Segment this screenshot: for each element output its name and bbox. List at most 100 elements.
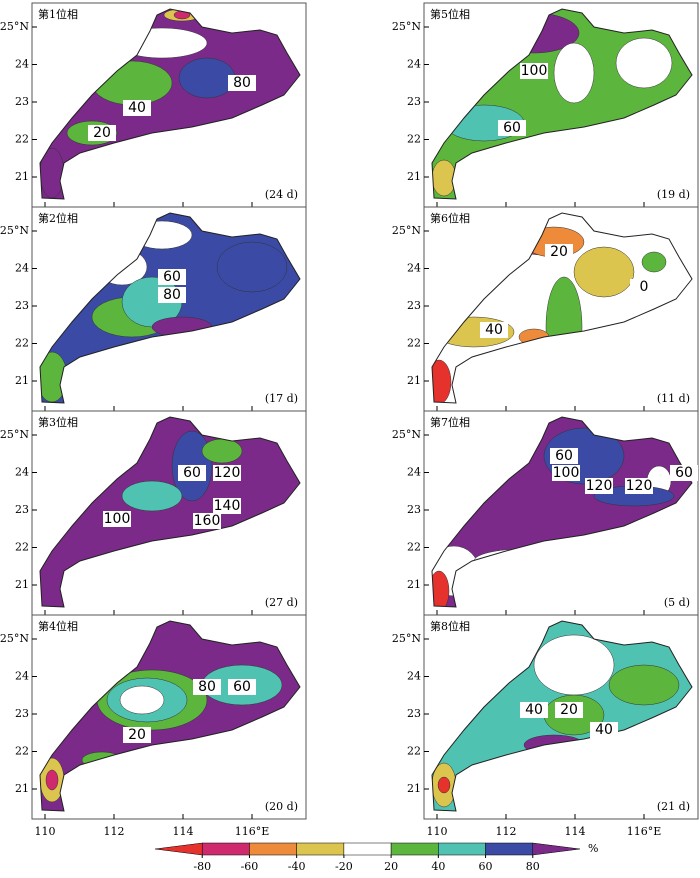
contour-label-bg — [178, 465, 206, 481]
colorbar-end — [154, 842, 203, 856]
contour-label-bg — [545, 244, 573, 260]
contour-label: 60 — [555, 448, 573, 464]
day-count: (24 d) — [265, 188, 298, 201]
x-tick-label: 110 — [427, 825, 448, 838]
colorbar-label: -80 — [193, 860, 211, 873]
contour-label: 20 — [128, 727, 146, 743]
y-tick-label: 25°N — [392, 632, 421, 645]
colorbar-label: -20 — [335, 860, 353, 873]
contour-label: 60 — [503, 120, 521, 136]
contour-label: 40 — [128, 100, 146, 116]
day-count: (21 d) — [657, 800, 690, 813]
x-tick-label: 114 — [565, 825, 586, 838]
day-count: (17 d) — [265, 392, 298, 405]
panel-title: 第1位相 — [38, 7, 78, 21]
contour-region — [533, 634, 615, 696]
colorbar-box — [485, 842, 534, 856]
colorbar-box — [390, 842, 439, 856]
contour-region — [201, 438, 243, 464]
panel-title: 第2位相 — [38, 211, 78, 225]
contour-label-bg — [550, 448, 578, 464]
y-tick-label: 21 — [15, 170, 29, 183]
contour-region — [45, 769, 59, 791]
contour-region — [608, 664, 680, 706]
y-tick-label: 25°N — [0, 428, 29, 441]
contour-label-bg — [88, 125, 116, 141]
y-tick-label: 23 — [407, 299, 421, 312]
x-tick-label: 114 — [173, 825, 194, 838]
contour-label-bg — [555, 702, 583, 718]
y-tick-label: 25°N — [0, 632, 29, 645]
y-tick-label: 23 — [15, 95, 29, 108]
contour-region — [437, 776, 451, 794]
contour-region — [615, 37, 673, 89]
province-outline — [39, 212, 301, 404]
panel-title: 第7位相 — [430, 415, 470, 429]
contour-label: 40 — [525, 702, 543, 718]
x-tick-label: 112 — [104, 825, 125, 838]
map-panel: 第4位相 (20 d) 80 60 20 25°N 24 23 22 21 110 112 114 116… — [0, 614, 307, 838]
province-outline — [431, 416, 693, 608]
panel-title: 第8位相 — [430, 619, 470, 633]
day-count: (11 d) — [657, 392, 690, 405]
y-tick-label: 21 — [15, 782, 29, 795]
contour-label-bg — [123, 727, 151, 743]
y-tick-label: 24 — [15, 262, 29, 275]
y-tick-label: 24 — [407, 58, 421, 71]
province-outline — [39, 8, 301, 200]
y-tick-label: 21 — [407, 374, 421, 387]
day-count: (20 d) — [265, 800, 298, 813]
province-area — [40, 9, 300, 199]
y-tick-label: 25°N — [392, 224, 421, 237]
contour-label: 0 — [640, 279, 649, 295]
contour-region — [178, 57, 236, 99]
contour-label-bg — [193, 513, 221, 529]
province-outline — [39, 416, 301, 608]
day-count: (5 d) — [664, 596, 690, 609]
y-tick-label: 21 — [407, 578, 421, 591]
panel-title: 第3位相 — [38, 415, 78, 429]
colorbar-box — [343, 842, 392, 856]
contour-label: 40 — [485, 322, 503, 338]
y-tick-label: 24 — [15, 670, 29, 683]
contour-label: 60 — [675, 465, 693, 481]
contour-label-bg — [630, 279, 658, 295]
y-tick-label: 25°N — [392, 20, 421, 33]
y-tick-label: 24 — [15, 58, 29, 71]
y-tick-label: 22 — [15, 337, 29, 350]
contour-label: 160 — [194, 513, 221, 529]
y-tick-label: 22 — [407, 541, 421, 554]
contour-label-bg — [520, 63, 548, 79]
y-tick-label: 22 — [15, 745, 29, 758]
contour-label-bg — [670, 465, 698, 481]
x-tick-label: 112 — [496, 825, 517, 838]
contour-label: 100 — [521, 63, 548, 79]
contour-label: 100 — [553, 465, 580, 481]
province-area — [40, 417, 300, 607]
y-tick-label: 22 — [15, 133, 29, 146]
contour-label-bg — [213, 465, 241, 481]
y-tick-label: 24 — [407, 670, 421, 683]
x-tick-label: 116°E — [235, 825, 270, 838]
contour-label: 120 — [214, 465, 241, 481]
contour-label-bg — [625, 478, 653, 494]
y-tick-label: 25°N — [0, 20, 29, 33]
y-tick-label: 21 — [15, 374, 29, 387]
contour-label-bg — [213, 498, 241, 514]
contour-region — [553, 42, 595, 104]
y-tick-label: 24 — [407, 262, 421, 275]
contour-label-bg — [103, 511, 131, 527]
day-count: (27 d) — [265, 596, 298, 609]
y-tick-label: 22 — [407, 337, 421, 350]
contour-label-bg — [123, 100, 151, 116]
colorbar-label: -40 — [288, 860, 306, 873]
x-tick-label: 110 — [35, 825, 56, 838]
contour-label: 60 — [233, 679, 251, 695]
contour-label: 80 — [163, 287, 181, 303]
y-tick-label: 23 — [407, 95, 421, 108]
province-outline — [431, 8, 693, 200]
contour-label-bg — [590, 722, 618, 738]
y-tick-label: 22 — [407, 745, 421, 758]
y-tick-label: 23 — [15, 299, 29, 312]
y-tick-label: 24 — [407, 466, 421, 479]
